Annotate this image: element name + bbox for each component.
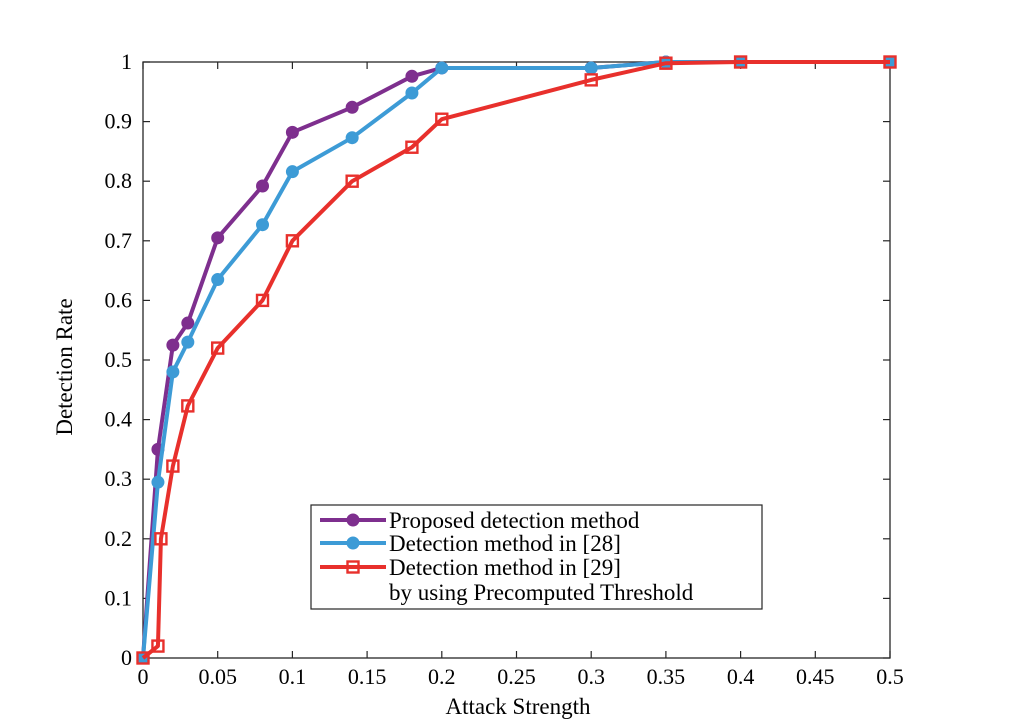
data-point	[285, 234, 300, 248]
y-axis-label: Detection Rate	[52, 298, 77, 435]
x-axis-label: Attack Strength	[446, 694, 591, 719]
data-point	[211, 231, 225, 245]
y-tick-label: 0.9	[105, 109, 133, 134]
series-2	[136, 55, 897, 665]
legend-entry: Detection method in [29]by using Precomp…	[320, 555, 694, 605]
legend-label-line2: by using Precomputed Threshold	[389, 580, 694, 605]
data-point	[405, 86, 419, 100]
x-tick-label: 0.5	[876, 664, 904, 689]
data-point	[345, 131, 359, 145]
data-point	[285, 165, 299, 179]
x-tick-label: 0.2	[428, 664, 456, 689]
y-tick-label: 0.4	[105, 407, 133, 432]
series-1	[136, 55, 897, 665]
y-tick-label: 0.5	[105, 347, 133, 372]
data-point	[166, 365, 180, 379]
data-point	[405, 69, 419, 83]
legend-label: Proposed detection method	[389, 508, 640, 533]
data-point	[255, 293, 270, 308]
legend-entry: Proposed detection method	[320, 508, 640, 533]
data-point	[181, 399, 195, 413]
data-point	[345, 100, 359, 114]
x-tick-label: 0.35	[647, 664, 686, 689]
data-point	[151, 639, 165, 653]
data-point	[659, 56, 673, 70]
legend-entry: Detection method in [28]	[320, 531, 621, 556]
y-tick-label: 0.8	[105, 168, 133, 193]
legend-marker	[346, 560, 360, 574]
x-tick-label: 0.45	[796, 664, 835, 689]
y-tick-label: 0.2	[105, 526, 133, 551]
data-point	[181, 335, 195, 349]
data-point	[345, 174, 359, 188]
data-point	[181, 316, 195, 330]
data-point	[151, 475, 165, 489]
data-point	[154, 532, 168, 546]
x-tick-label: 0.15	[348, 664, 387, 689]
data-point	[435, 61, 449, 75]
legend-label: Detection method in [29]	[389, 555, 621, 580]
x-tick-label: 0.3	[577, 664, 605, 689]
data-point	[166, 459, 180, 473]
data-point	[733, 55, 748, 69]
x-tick-label: 0.25	[497, 664, 536, 689]
data-point	[256, 179, 270, 193]
y-tick-label: 0	[121, 645, 132, 670]
y-tick-label: 0.6	[105, 287, 133, 312]
data-point	[584, 73, 598, 87]
x-axis-ticks: 0 0.05 0.1 0.15 0.2 0.25 0.3 0.35 0.4 0.45 0.5	[138, 62, 904, 689]
legend-marker	[346, 536, 360, 550]
data-point	[584, 61, 598, 75]
data-point	[210, 341, 225, 355]
y-tick-label: 0.3	[105, 466, 133, 491]
data-point	[211, 273, 225, 287]
y-tick-label: 0.7	[105, 228, 133, 253]
legend-label: Detection method in [28]	[389, 531, 621, 556]
x-tick-label: 0	[138, 664, 149, 689]
legend-marker	[346, 513, 360, 527]
data-point	[166, 338, 180, 352]
y-axis-ticks: 0 0.1 0.2 0.3 0.4 0.5 0.6 0.7 0.8 0.9 1	[105, 49, 890, 670]
series-line	[141, 60, 890, 660]
y-tick-label: 0.1	[105, 585, 133, 610]
x-tick-label: 0.4	[727, 664, 755, 689]
legend-box	[310, 504, 763, 610]
data-point	[256, 218, 270, 232]
y-tick-label: 1	[121, 49, 132, 74]
data-point	[435, 112, 449, 126]
data-point	[883, 55, 897, 69]
data-point	[285, 125, 299, 139]
data-point	[136, 651, 150, 665]
x-tick-label: 0.05	[198, 664, 237, 689]
x-tick-label: 0.1	[279, 664, 307, 689]
data-point	[405, 140, 419, 154]
series-layer	[136, 55, 897, 665]
